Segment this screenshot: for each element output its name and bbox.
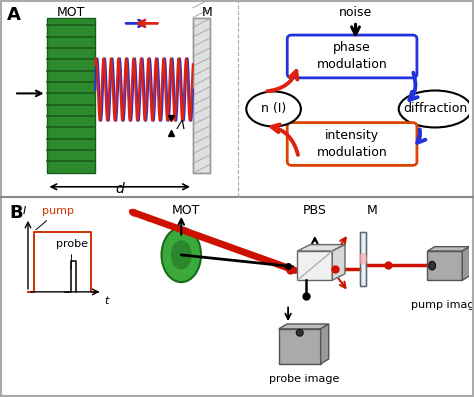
Ellipse shape	[359, 253, 367, 265]
Text: A: A	[7, 6, 21, 24]
Polygon shape	[297, 251, 332, 280]
Text: B: B	[9, 204, 23, 222]
Polygon shape	[428, 247, 470, 251]
Text: PBS: PBS	[303, 204, 327, 217]
Bar	[360, 231, 366, 286]
Ellipse shape	[171, 240, 191, 270]
Text: probe image: probe image	[269, 374, 339, 384]
Text: Λ: Λ	[177, 119, 185, 132]
Text: MOT: MOT	[57, 6, 85, 19]
Text: noise: noise	[339, 6, 372, 19]
Ellipse shape	[162, 227, 201, 282]
Text: MOT: MOT	[172, 204, 200, 217]
Text: diffraction: diffraction	[403, 102, 467, 116]
Text: t: t	[105, 296, 109, 306]
Text: I: I	[23, 206, 26, 216]
FancyBboxPatch shape	[287, 35, 417, 78]
Polygon shape	[332, 245, 345, 280]
Text: pump image: pump image	[411, 300, 474, 310]
Text: probe: probe	[56, 239, 88, 270]
Bar	[360, 231, 366, 286]
Bar	[193, 17, 210, 173]
Text: phase
modulation: phase modulation	[317, 41, 387, 71]
Polygon shape	[428, 251, 462, 280]
Polygon shape	[320, 324, 329, 364]
Ellipse shape	[246, 91, 301, 127]
Text: pump: pump	[36, 206, 74, 230]
Polygon shape	[279, 329, 320, 364]
Ellipse shape	[296, 330, 303, 336]
Polygon shape	[279, 324, 329, 329]
Ellipse shape	[428, 261, 436, 270]
Bar	[46, 17, 95, 173]
Text: M: M	[366, 204, 377, 217]
Ellipse shape	[399, 91, 472, 127]
Text: M: M	[201, 6, 212, 19]
FancyBboxPatch shape	[287, 123, 417, 166]
Polygon shape	[462, 247, 470, 280]
Bar	[193, 17, 210, 173]
Polygon shape	[297, 245, 345, 251]
Text: intensity
modulation: intensity modulation	[317, 129, 387, 159]
Text: d: d	[115, 181, 124, 196]
Text: n (I): n (I)	[261, 102, 286, 116]
